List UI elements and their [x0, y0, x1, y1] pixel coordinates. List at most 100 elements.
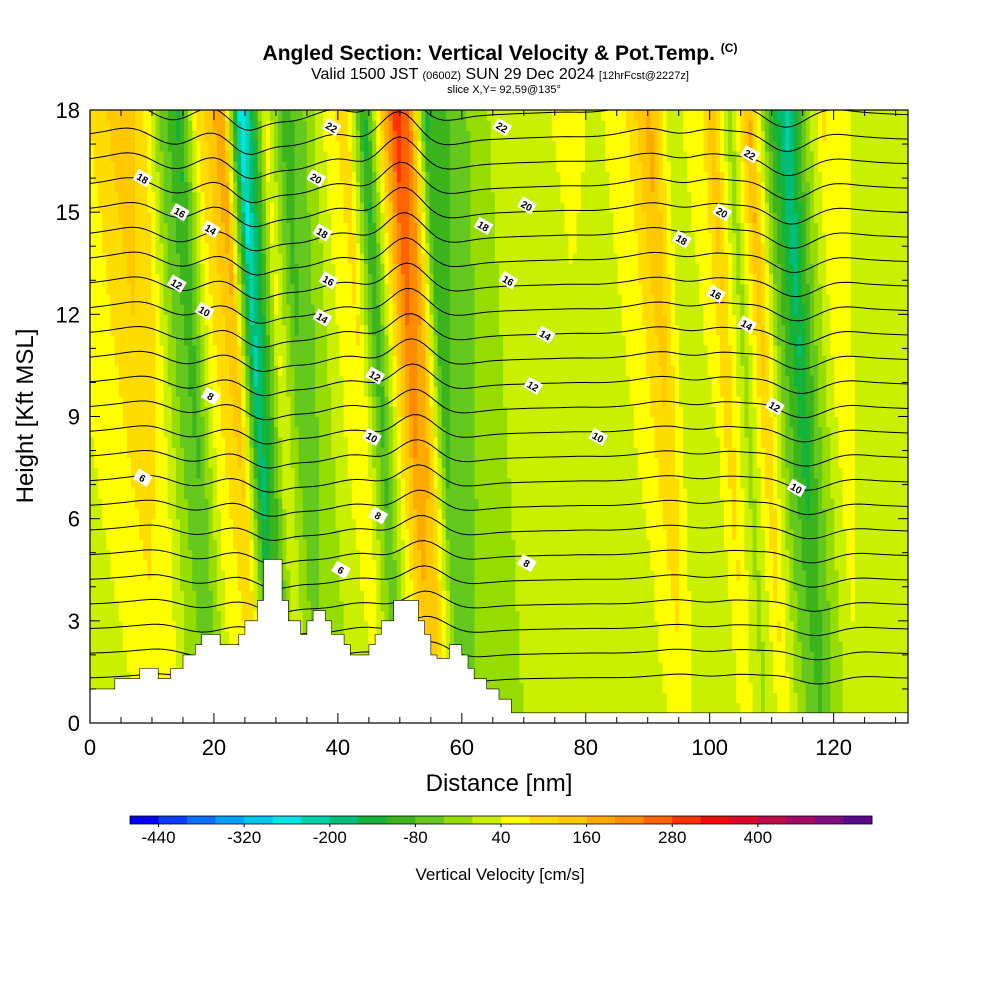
velocity-cell: [130, 539, 136, 550]
velocity-cell: [298, 569, 304, 581]
velocity-cell: [503, 508, 508, 520]
velocity-cell: [842, 518, 848, 530]
velocity-cell: [805, 488, 811, 499]
velocity-cell: [846, 641, 852, 653]
velocity-cell: [233, 518, 238, 530]
velocity-cell: [543, 692, 549, 704]
velocity-cell: [744, 692, 750, 704]
velocity-cell: [863, 498, 868, 510]
velocity-cell: [723, 671, 729, 683]
velocity-cell: [597, 600, 602, 612]
velocity-cell: [220, 508, 226, 520]
velocity-cell: [768, 467, 774, 479]
velocity-cell: [519, 641, 525, 653]
velocity-cell: [597, 620, 602, 632]
velocity-cell: [736, 610, 741, 622]
velocity-cell: [576, 631, 582, 642]
velocity-cell: [433, 620, 439, 632]
velocity-cell: [879, 692, 885, 704]
velocity-cell: [699, 528, 705, 540]
velocity-cell: [613, 579, 619, 591]
velocity-cell: [122, 641, 128, 653]
velocity-cell: [723, 692, 729, 704]
velocity-cell: [404, 528, 410, 540]
velocity-cell: [163, 661, 169, 673]
velocity-cell: [838, 702, 844, 714]
velocity-cell: [384, 539, 390, 550]
velocity-cell: [826, 539, 831, 550]
velocity-cell: [552, 610, 557, 622]
velocity-cell: [527, 498, 533, 510]
velocity-cell: [687, 641, 692, 653]
velocity-cell: [351, 508, 357, 520]
velocity-cell: [531, 569, 537, 581]
velocity-cell: [764, 518, 770, 530]
velocity-cell: [601, 477, 606, 489]
velocity-cell: [777, 488, 782, 499]
velocity-cell: [294, 590, 300, 601]
velocity-cell: [188, 579, 193, 591]
velocity-cell: [478, 641, 484, 653]
velocity-cell: [261, 549, 267, 561]
velocity-cell: [818, 620, 823, 632]
velocity-cell: [748, 661, 754, 673]
velocity-cell: [707, 528, 713, 540]
velocity-cell: [715, 631, 721, 642]
velocity-cell: [294, 508, 300, 520]
velocity-cell: [249, 600, 255, 612]
velocity-cell: [683, 692, 688, 704]
velocity-cell: [863, 641, 868, 653]
velocity-cell: [294, 569, 300, 581]
velocity-cell: [527, 467, 533, 479]
velocity-cell: [188, 631, 193, 642]
velocity-cell: [253, 549, 259, 561]
velocity-cell: [723, 631, 729, 642]
velocity-cell: [846, 488, 852, 499]
velocity-cell: [617, 600, 623, 612]
velocity-cell: [764, 641, 770, 653]
velocity-cell: [392, 508, 398, 520]
velocity-cell: [863, 518, 868, 530]
velocity-cell: [678, 518, 684, 530]
velocity-cell: [895, 508, 901, 520]
velocity-cell: [110, 518, 116, 530]
velocity-cell: [200, 488, 206, 499]
velocity-cell: [539, 569, 545, 581]
velocity-cell: [155, 661, 161, 673]
velocity-cell: [842, 600, 848, 612]
velocity-cell: [691, 559, 696, 571]
velocity-cell: [188, 549, 193, 561]
velocity-cell: [327, 539, 332, 550]
velocity-cell: [543, 631, 549, 642]
velocity-cell: [883, 661, 889, 673]
velocity-cell: [151, 508, 157, 520]
velocity-cell: [609, 528, 615, 540]
velocity-cell: [163, 569, 169, 581]
velocity-cell: [527, 661, 533, 673]
velocity-cell: [192, 641, 197, 653]
velocity-cell: [437, 518, 443, 530]
velocity-cell: [797, 508, 803, 520]
velocity-cell: [719, 467, 725, 479]
velocity-cell: [200, 498, 206, 510]
velocity-cell: [813, 682, 819, 693]
velocity-cell: [871, 610, 876, 622]
velocity-cell: [351, 528, 357, 540]
velocity-cell: [355, 488, 361, 499]
velocity-cell: [666, 528, 672, 540]
velocity-cell: [887, 651, 893, 663]
velocity-cell: [355, 610, 361, 622]
velocity-cell: [687, 702, 692, 714]
velocity-cell: [531, 610, 537, 622]
velocity-cell: [605, 620, 611, 632]
velocity-cell: [253, 610, 259, 622]
velocity-cell: [364, 579, 369, 591]
velocity-cell: [515, 600, 521, 612]
velocity-cell: [764, 590, 770, 601]
velocity-cell: [167, 610, 173, 622]
velocity-cell: [216, 518, 222, 530]
velocity-cell: [110, 467, 116, 479]
velocity-cell: [106, 477, 112, 489]
velocity-cell: [871, 559, 876, 571]
chart-subtitle: Valid 1500 JST (0600Z) SUN 29 Dec 2024 […: [0, 66, 1000, 85]
